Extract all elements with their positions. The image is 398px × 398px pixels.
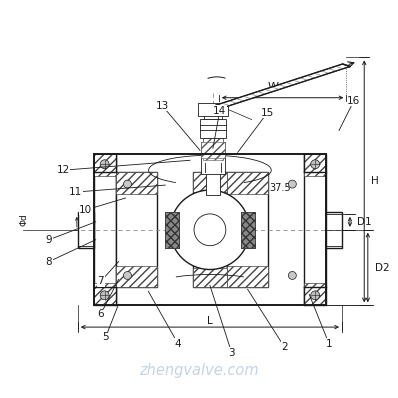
Bar bbox=[304, 283, 326, 305]
Text: H: H bbox=[371, 176, 379, 186]
Circle shape bbox=[289, 180, 297, 188]
Circle shape bbox=[123, 271, 131, 279]
Text: W: W bbox=[267, 82, 278, 92]
Bar bbox=[203, 139, 223, 160]
Text: Φd: Φd bbox=[19, 213, 28, 226]
Polygon shape bbox=[215, 64, 350, 108]
Text: L: L bbox=[207, 316, 213, 326]
Bar bbox=[94, 154, 115, 176]
Circle shape bbox=[311, 160, 320, 169]
Bar bbox=[198, 103, 228, 115]
Bar bbox=[115, 265, 157, 287]
Text: 6: 6 bbox=[98, 309, 104, 319]
Bar bbox=[241, 212, 255, 248]
Bar bbox=[94, 154, 115, 305]
Text: 3: 3 bbox=[228, 348, 235, 358]
Bar bbox=[227, 172, 268, 194]
Circle shape bbox=[194, 214, 226, 246]
Circle shape bbox=[100, 291, 109, 300]
Text: 11: 11 bbox=[69, 187, 82, 197]
Text: D1: D1 bbox=[357, 217, 371, 227]
Text: zhengvalve.com: zhengvalve.com bbox=[139, 363, 259, 378]
Bar bbox=[304, 154, 326, 176]
Bar bbox=[227, 265, 268, 287]
Text: 10: 10 bbox=[79, 205, 92, 215]
Circle shape bbox=[289, 271, 297, 279]
Bar bbox=[193, 172, 227, 287]
Text: 4: 4 bbox=[175, 339, 181, 349]
Bar bbox=[94, 154, 326, 305]
Text: 1: 1 bbox=[326, 339, 332, 349]
Text: D2: D2 bbox=[375, 263, 389, 273]
Bar bbox=[326, 212, 342, 248]
Text: 8: 8 bbox=[46, 257, 53, 267]
Text: 5: 5 bbox=[102, 332, 109, 342]
Text: 14: 14 bbox=[213, 105, 226, 116]
Circle shape bbox=[311, 291, 320, 300]
Bar bbox=[227, 172, 268, 287]
Bar bbox=[165, 212, 179, 248]
Bar bbox=[165, 212, 179, 248]
Text: 37.5°: 37.5° bbox=[269, 183, 296, 193]
Bar bbox=[94, 283, 115, 305]
Bar bbox=[201, 142, 225, 174]
Circle shape bbox=[170, 190, 250, 269]
Text: 13: 13 bbox=[156, 101, 169, 111]
Text: 15: 15 bbox=[261, 107, 274, 117]
Bar bbox=[201, 142, 225, 158]
Bar bbox=[193, 267, 227, 287]
Text: 9: 9 bbox=[46, 235, 53, 245]
Text: 16: 16 bbox=[347, 96, 361, 106]
Bar bbox=[203, 139, 223, 160]
Circle shape bbox=[100, 160, 109, 169]
Bar bbox=[115, 172, 157, 287]
Bar bbox=[78, 212, 94, 248]
Bar bbox=[304, 154, 326, 305]
Bar bbox=[206, 139, 220, 195]
Circle shape bbox=[123, 180, 131, 188]
Bar bbox=[241, 212, 255, 248]
Text: 2: 2 bbox=[281, 342, 288, 352]
Bar bbox=[200, 119, 226, 139]
Bar bbox=[204, 111, 222, 119]
Bar bbox=[193, 172, 227, 192]
Text: 12: 12 bbox=[57, 165, 70, 175]
Bar bbox=[115, 172, 157, 194]
Text: 7: 7 bbox=[98, 277, 104, 287]
